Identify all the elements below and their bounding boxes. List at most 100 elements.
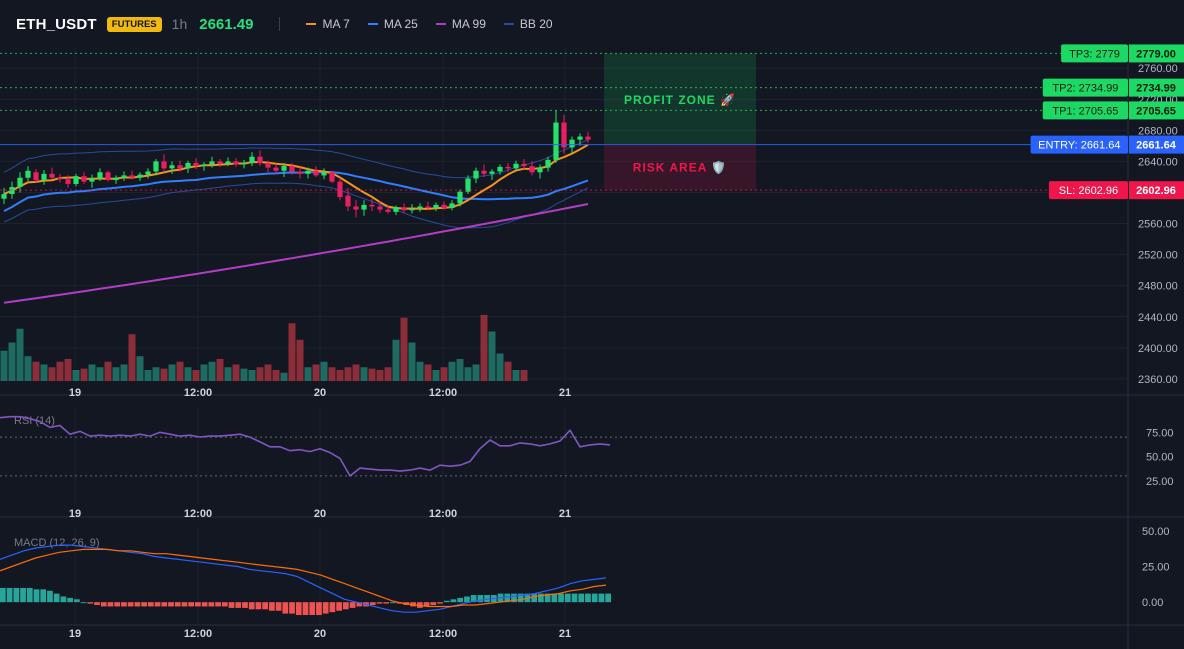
candle-body bbox=[297, 171, 303, 174]
price-tick-label: 2360.00 bbox=[1138, 374, 1178, 386]
candle-body bbox=[129, 175, 135, 178]
level-tag-label: TP1: 2705.65 bbox=[1052, 105, 1118, 117]
candle-body bbox=[9, 187, 15, 195]
time-axis-label: 12:00 bbox=[429, 387, 457, 399]
volume-bar bbox=[104, 361, 112, 381]
macd-histogram-bar bbox=[228, 602, 235, 608]
volume-bar bbox=[224, 367, 232, 381]
volume-bar bbox=[368, 368, 376, 381]
macd-histogram-bar bbox=[181, 602, 188, 607]
volume-bar bbox=[168, 364, 176, 381]
bb-lower-line bbox=[3, 182, 589, 229]
symbol-name[interactable]: ETH_USDT bbox=[16, 15, 97, 33]
chart-header: ETH_USDT FUTURES 1h 2661.49 MA 7 MA 25 M… bbox=[0, 0, 1184, 48]
level-price-label: 2779.00 bbox=[1136, 48, 1176, 60]
volume-bar bbox=[376, 370, 384, 381]
candle-body bbox=[473, 170, 479, 179]
header-divider bbox=[279, 17, 281, 31]
macd-tick-label: 50.00 bbox=[1142, 526, 1170, 538]
rsi-tick-label: 50.00 bbox=[1146, 452, 1174, 464]
candle-body bbox=[489, 171, 495, 174]
level-price-box-sl bbox=[1129, 181, 1184, 200]
macd-histogram-bar bbox=[511, 593, 517, 603]
volume-bar bbox=[320, 361, 328, 381]
macd-histogram-bar bbox=[531, 593, 538, 603]
time-axis-label: 12:00 bbox=[184, 508, 212, 520]
macd-histogram-bar bbox=[544, 593, 551, 603]
candle-body bbox=[249, 156, 255, 163]
level-price-box-entry bbox=[1129, 135, 1184, 154]
candle-body bbox=[81, 176, 87, 182]
timeframe-label[interactable]: 1h bbox=[171, 16, 188, 32]
macd-histogram-bar bbox=[127, 602, 134, 607]
candle-body bbox=[497, 166, 503, 172]
time-axis-label: 21 bbox=[559, 508, 571, 520]
volume-bar bbox=[248, 370, 256, 381]
macd-histogram-bar bbox=[94, 602, 100, 606]
volume-bar bbox=[136, 356, 144, 381]
volume-bar bbox=[176, 361, 184, 381]
macd-histogram-bar bbox=[571, 593, 578, 603]
macd-histogram-bar bbox=[558, 593, 564, 603]
time-axis-label: 19 bbox=[69, 508, 81, 520]
volume-bar bbox=[200, 364, 208, 381]
legend-ma25[interactable]: MA 25 bbox=[367, 17, 418, 31]
volume-bar bbox=[280, 372, 288, 381]
macd-histogram-bar bbox=[437, 602, 443, 604]
candle-body bbox=[209, 161, 215, 165]
candle-body bbox=[265, 162, 271, 168]
macd-histogram-bar bbox=[349, 602, 356, 608]
volume-bar bbox=[232, 364, 240, 381]
macd-histogram-bar bbox=[551, 593, 558, 603]
macd-histogram-bar bbox=[450, 599, 457, 603]
macd-histogram-bar bbox=[134, 602, 141, 607]
volume-bar bbox=[120, 364, 128, 381]
legend-bb20-label: BB 20 bbox=[519, 17, 553, 31]
macd-histogram-bar bbox=[376, 602, 383, 604]
time-axis-label: 21 bbox=[559, 628, 571, 640]
candle-body bbox=[433, 204, 439, 209]
legend-bb20[interactable]: BB 20 bbox=[503, 17, 553, 31]
volume-bar bbox=[216, 359, 224, 381]
candle-body bbox=[337, 181, 343, 198]
volume-bar bbox=[464, 367, 472, 381]
candle-body bbox=[385, 209, 391, 212]
macd-histogram-bar bbox=[275, 602, 282, 611]
macd-histogram-bar bbox=[87, 602, 94, 604]
time-axis-label: 21 bbox=[559, 387, 571, 399]
legend-ma99[interactable]: MA 99 bbox=[435, 17, 486, 31]
candle-body bbox=[401, 207, 407, 211]
macd-histogram-bar bbox=[564, 593, 571, 603]
volume-bar bbox=[424, 364, 432, 381]
candle-body bbox=[361, 204, 367, 210]
macd-histogram-bar bbox=[0, 587, 6, 603]
volume-bar bbox=[264, 364, 272, 381]
macd-histogram-bar bbox=[208, 602, 215, 607]
volume-bar bbox=[472, 364, 480, 381]
macd-histogram-bar bbox=[60, 596, 67, 603]
price-tick-label: 2560.00 bbox=[1138, 219, 1178, 231]
price-tick-label: 2680.00 bbox=[1138, 125, 1178, 137]
candle-body bbox=[545, 159, 551, 168]
macd-histogram-bar bbox=[161, 602, 168, 607]
candle-body bbox=[17, 177, 23, 188]
candle-body bbox=[105, 172, 111, 181]
legend-ma7-label: MA 7 bbox=[322, 17, 350, 31]
macd-histogram-bar bbox=[423, 602, 430, 607]
volume-bar bbox=[520, 370, 528, 381]
level-price-label: 2602.96 bbox=[1136, 185, 1176, 197]
volume-bar bbox=[240, 368, 248, 381]
legend-ma7[interactable]: MA 7 bbox=[306, 17, 350, 31]
candle-body bbox=[217, 161, 223, 164]
macd-histogram-bar bbox=[114, 602, 121, 607]
macd-histogram-bar bbox=[282, 602, 289, 614]
volume-bar bbox=[328, 367, 336, 381]
volume-bar bbox=[256, 367, 264, 381]
macd-histogram-bar bbox=[369, 602, 376, 606]
bb-swatch bbox=[503, 23, 514, 25]
macd-histogram-bar bbox=[20, 587, 26, 603]
candle-body bbox=[441, 204, 447, 209]
macd-histogram-bar bbox=[53, 593, 60, 603]
candle-body bbox=[561, 122, 567, 148]
